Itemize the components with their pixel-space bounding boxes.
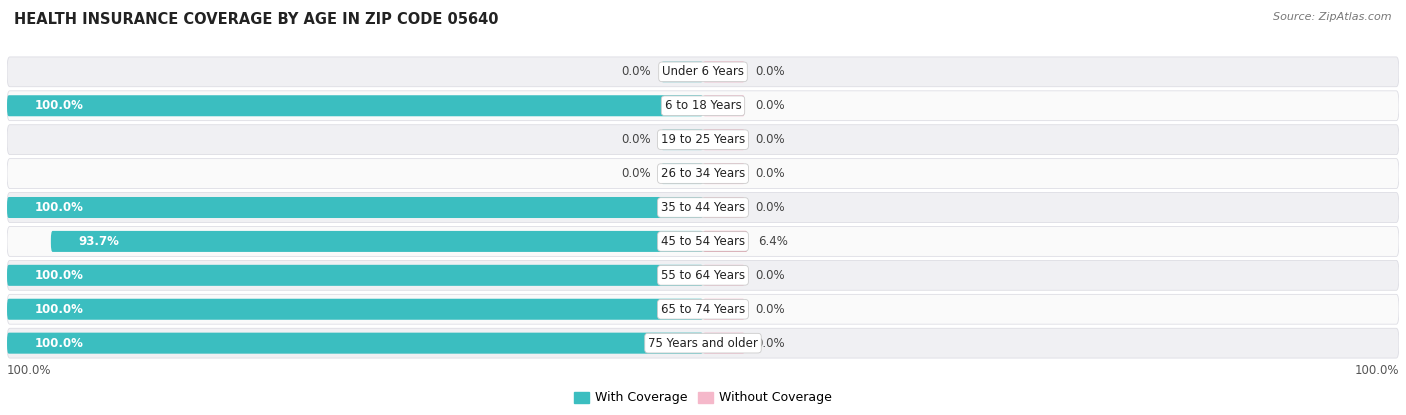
Text: Under 6 Years: Under 6 Years — [662, 65, 744, 78]
Text: 75 Years and older: 75 Years and older — [648, 337, 758, 350]
FancyBboxPatch shape — [703, 231, 748, 252]
FancyBboxPatch shape — [661, 163, 703, 184]
Text: 0.0%: 0.0% — [755, 303, 785, 316]
FancyBboxPatch shape — [703, 197, 745, 218]
Text: 100.0%: 100.0% — [35, 303, 84, 316]
Text: 0.0%: 0.0% — [621, 65, 651, 78]
FancyBboxPatch shape — [7, 91, 1399, 121]
Text: 6 to 18 Years: 6 to 18 Years — [665, 99, 741, 112]
FancyBboxPatch shape — [7, 265, 703, 286]
FancyBboxPatch shape — [7, 197, 703, 218]
Text: 45 to 54 Years: 45 to 54 Years — [661, 235, 745, 248]
FancyBboxPatch shape — [7, 333, 703, 354]
Text: 0.0%: 0.0% — [755, 167, 785, 180]
FancyBboxPatch shape — [661, 61, 703, 82]
Text: 0.0%: 0.0% — [755, 337, 785, 350]
Text: 100.0%: 100.0% — [35, 337, 84, 350]
FancyBboxPatch shape — [51, 231, 703, 252]
Text: 0.0%: 0.0% — [755, 99, 785, 112]
FancyBboxPatch shape — [7, 125, 1399, 155]
Text: 93.7%: 93.7% — [79, 235, 120, 248]
FancyBboxPatch shape — [7, 57, 1399, 87]
FancyBboxPatch shape — [7, 294, 1399, 324]
FancyBboxPatch shape — [703, 129, 745, 150]
FancyBboxPatch shape — [703, 299, 745, 320]
Text: 65 to 74 Years: 65 to 74 Years — [661, 303, 745, 316]
Text: 0.0%: 0.0% — [621, 167, 651, 180]
FancyBboxPatch shape — [703, 61, 745, 82]
FancyBboxPatch shape — [7, 95, 703, 116]
Text: 0.0%: 0.0% — [755, 269, 785, 282]
Text: 0.0%: 0.0% — [755, 133, 785, 146]
FancyBboxPatch shape — [7, 299, 703, 320]
FancyBboxPatch shape — [703, 265, 745, 286]
FancyBboxPatch shape — [7, 227, 1399, 256]
Text: 100.0%: 100.0% — [35, 99, 84, 112]
Text: 0.0%: 0.0% — [621, 133, 651, 146]
Text: 0.0%: 0.0% — [755, 65, 785, 78]
FancyBboxPatch shape — [661, 129, 703, 150]
Text: 26 to 34 Years: 26 to 34 Years — [661, 167, 745, 180]
Text: 6.4%: 6.4% — [758, 235, 787, 248]
Text: 100.0%: 100.0% — [35, 269, 84, 282]
FancyBboxPatch shape — [703, 333, 745, 354]
Legend: With Coverage, Without Coverage: With Coverage, Without Coverage — [569, 386, 837, 410]
Text: Source: ZipAtlas.com: Source: ZipAtlas.com — [1274, 12, 1392, 22]
Text: 55 to 64 Years: 55 to 64 Years — [661, 269, 745, 282]
FancyBboxPatch shape — [703, 95, 745, 116]
Text: 100.0%: 100.0% — [7, 364, 52, 377]
Text: 100.0%: 100.0% — [1354, 364, 1399, 377]
Text: 0.0%: 0.0% — [755, 201, 785, 214]
FancyBboxPatch shape — [703, 163, 745, 184]
FancyBboxPatch shape — [7, 260, 1399, 290]
Text: 19 to 25 Years: 19 to 25 Years — [661, 133, 745, 146]
FancyBboxPatch shape — [7, 193, 1399, 222]
Text: HEALTH INSURANCE COVERAGE BY AGE IN ZIP CODE 05640: HEALTH INSURANCE COVERAGE BY AGE IN ZIP … — [14, 12, 499, 27]
FancyBboxPatch shape — [7, 328, 1399, 358]
FancyBboxPatch shape — [7, 159, 1399, 188]
Text: 100.0%: 100.0% — [35, 201, 84, 214]
Text: 35 to 44 Years: 35 to 44 Years — [661, 201, 745, 214]
